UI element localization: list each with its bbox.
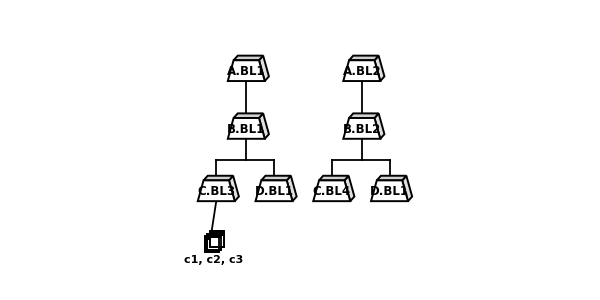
Polygon shape (377, 176, 406, 180)
Polygon shape (349, 113, 379, 118)
Bar (210, 231, 224, 236)
Polygon shape (313, 180, 350, 201)
Text: c1, c2, c3: c1, c2, c3 (184, 255, 244, 265)
Polygon shape (233, 113, 263, 118)
Polygon shape (229, 176, 239, 201)
Polygon shape (371, 180, 408, 201)
Bar (208, 233, 221, 250)
Bar (208, 233, 221, 250)
Bar (205, 236, 218, 240)
Polygon shape (374, 113, 385, 139)
Polygon shape (259, 113, 269, 139)
Text: C.BL4: C.BL4 (313, 185, 351, 198)
Polygon shape (344, 176, 355, 201)
Polygon shape (198, 180, 235, 201)
Text: A.BL2: A.BL2 (343, 65, 381, 78)
Polygon shape (343, 118, 380, 139)
Polygon shape (319, 176, 349, 180)
Text: D.BL1: D.BL1 (370, 185, 409, 198)
Polygon shape (287, 176, 296, 201)
Polygon shape (228, 60, 265, 81)
Polygon shape (349, 56, 379, 60)
Text: B.BL1: B.BL1 (227, 123, 265, 136)
Text: C.BL3: C.BL3 (197, 185, 235, 198)
Polygon shape (262, 176, 291, 180)
Text: A.BL1: A.BL1 (227, 65, 266, 78)
Text: B.BL2: B.BL2 (343, 123, 381, 136)
Text: D.BL1: D.BL1 (254, 185, 293, 198)
Polygon shape (228, 118, 265, 139)
Polygon shape (256, 180, 292, 201)
Polygon shape (203, 176, 233, 180)
Bar (208, 233, 221, 238)
Polygon shape (402, 176, 412, 201)
Polygon shape (259, 56, 269, 81)
Bar (205, 236, 218, 252)
Polygon shape (343, 60, 380, 81)
Bar (205, 236, 218, 252)
Bar (210, 231, 224, 248)
Bar (210, 231, 224, 248)
Polygon shape (233, 56, 263, 60)
Polygon shape (374, 56, 385, 81)
